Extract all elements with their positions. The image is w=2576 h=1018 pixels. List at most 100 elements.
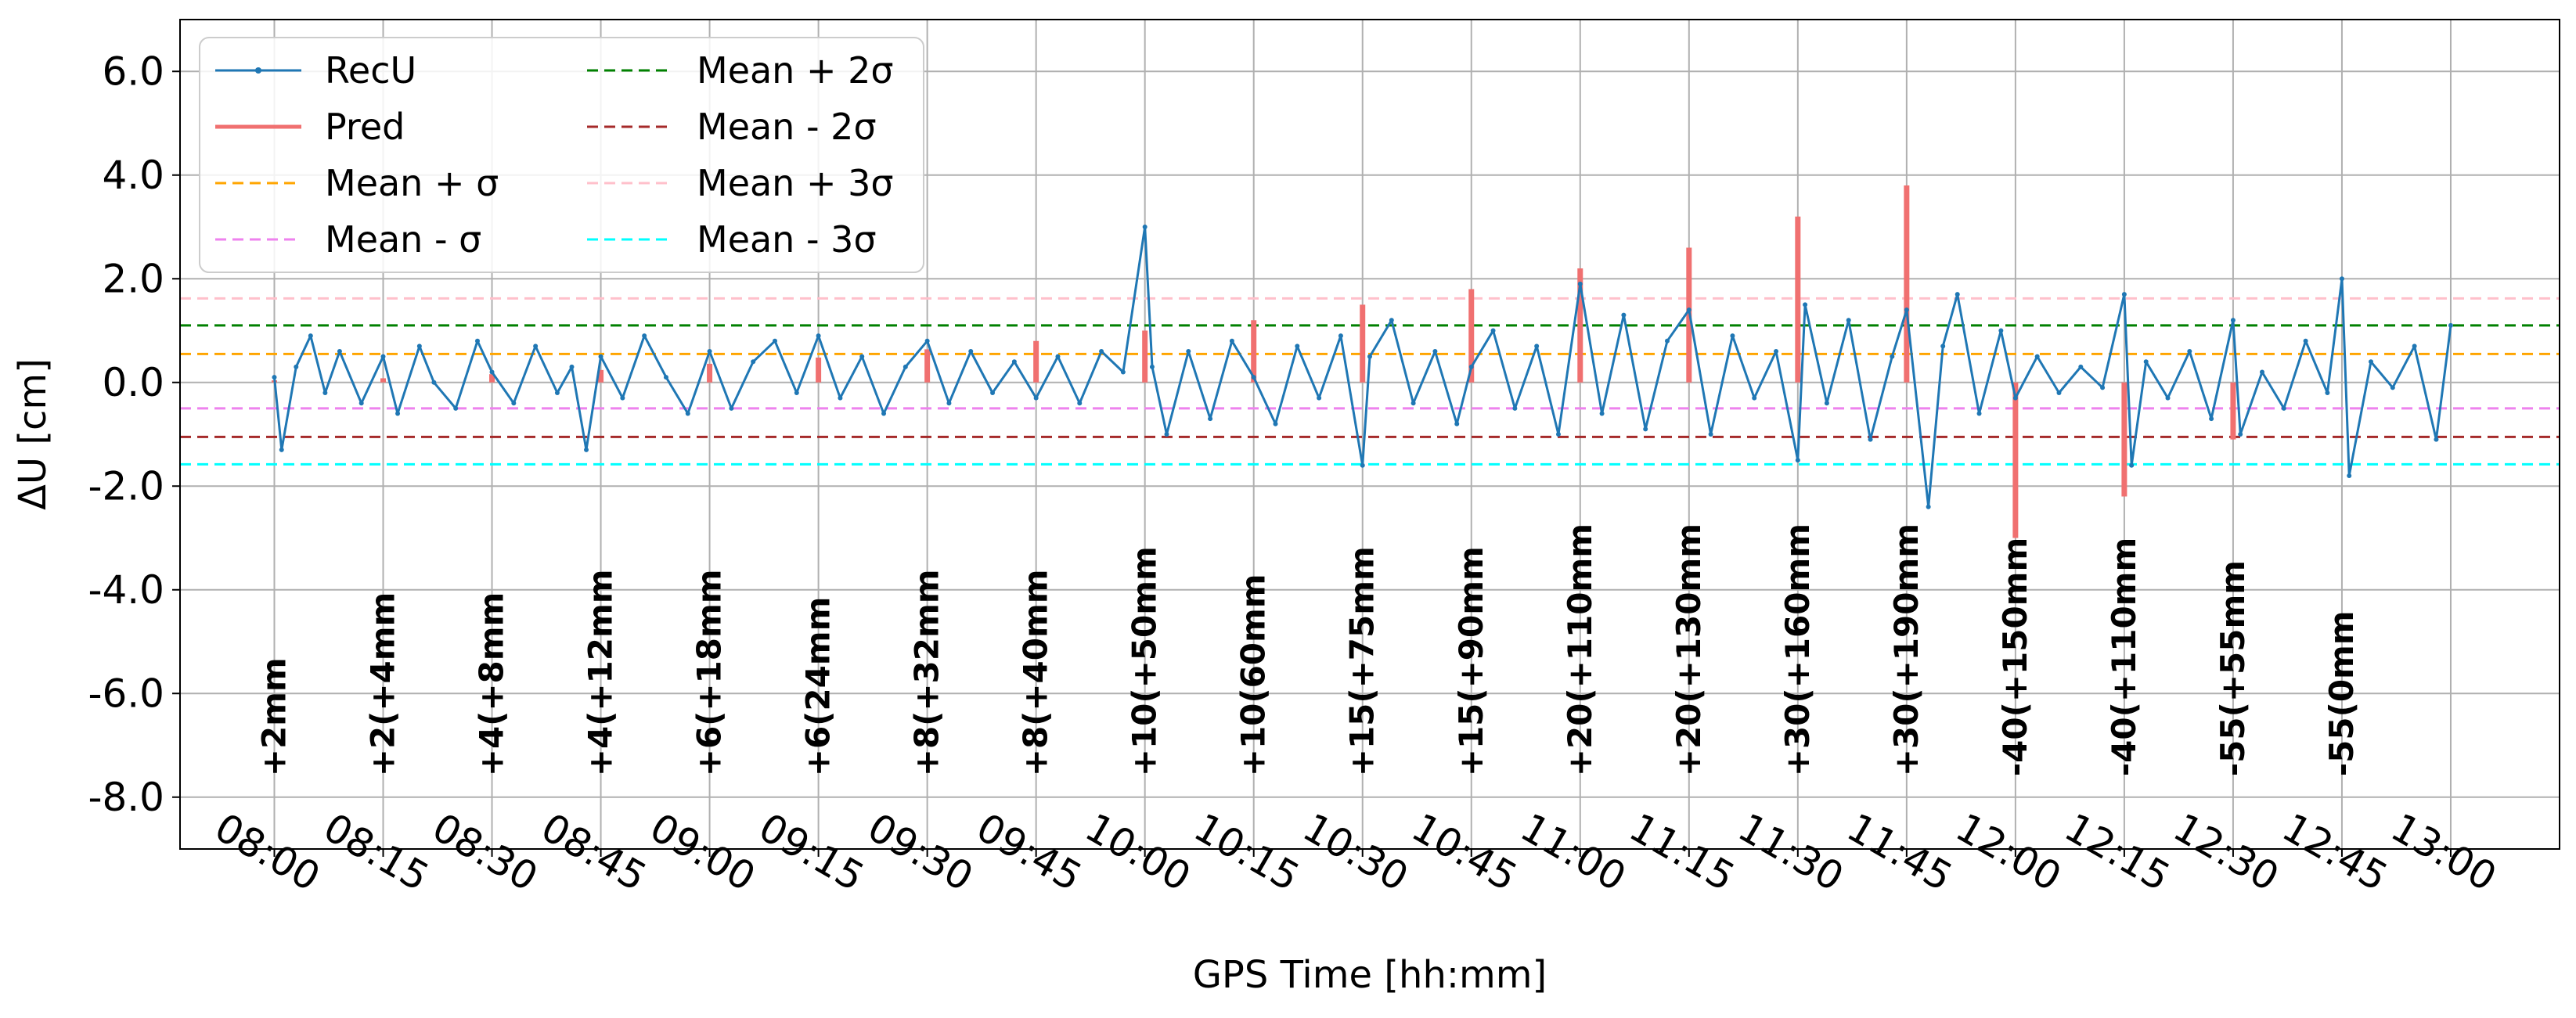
recu-point: [1752, 396, 1756, 401]
recu-point: [2260, 370, 2264, 375]
annotation-label: +4(+12mm: [582, 569, 620, 776]
recu-point: [859, 354, 864, 359]
legend-label: Mean + 3σ: [697, 162, 894, 204]
recu-point: [569, 365, 574, 369]
recu-point: [2347, 473, 2351, 478]
legend-label: Mean - 2σ: [697, 106, 877, 148]
recu-point: [2369, 359, 2373, 364]
recu-point: [2144, 359, 2149, 364]
recu-point: [664, 375, 668, 380]
recu-point: [1643, 426, 1648, 431]
recu-point: [1774, 349, 1778, 354]
annotation-label: +15(+75mm: [1343, 546, 1382, 776]
recu-point: [2325, 390, 2329, 395]
recu-point: [2129, 463, 2134, 468]
annotation-label: +20(+110mm: [1561, 523, 1599, 776]
y-tick-label: 4.0: [102, 153, 164, 198]
recu-point: [2166, 396, 2171, 401]
annotation-label: +8(+32mm: [908, 569, 946, 776]
recu-point: [1998, 329, 2003, 333]
recu-point: [2434, 437, 2438, 442]
recu-point: [1730, 333, 1735, 338]
legend-label: Mean + 2σ: [697, 49, 894, 92]
recu-point: [599, 354, 603, 359]
recu-point: [1534, 344, 1539, 348]
recu-point: [2390, 385, 2395, 390]
recu-point: [1512, 406, 1517, 411]
recu-point: [490, 370, 495, 375]
recu-point: [1868, 437, 1873, 442]
legend-label: Mean - σ: [325, 218, 481, 261]
recu-point: [2056, 390, 2061, 395]
annotation-label: +10(60mm: [1234, 574, 1273, 776]
recu-point: [272, 375, 276, 380]
recu-point: [337, 349, 342, 354]
annotation-label: +4(+8mm: [473, 592, 511, 777]
recu-point: [2013, 396, 2018, 401]
recu-point: [1338, 333, 1343, 338]
annotation-label: +6(+18mm: [690, 569, 729, 776]
recu-point: [1926, 505, 1931, 509]
recu-point: [584, 448, 589, 452]
annotation-label: +6(24mm: [799, 597, 838, 777]
annotation-label: -55(0mm: [2322, 610, 2361, 776]
y-axis-label: ΔU [cm]: [11, 358, 55, 510]
recu-point: [1432, 349, 1437, 354]
recu-point: [294, 365, 298, 369]
recu-point: [1454, 422, 1459, 426]
legend-marker: [255, 67, 261, 74]
legend-label: Mean - 3σ: [697, 218, 877, 261]
recu-point: [1274, 422, 1278, 426]
recu-point: [1796, 458, 1800, 462]
recu-point: [1055, 354, 1060, 359]
recu-point: [2209, 416, 2214, 421]
recu-point: [2282, 406, 2286, 411]
y-tick-label: 0.0: [102, 360, 164, 405]
y-tick-label: -4.0: [88, 567, 164, 613]
recu-point: [2187, 349, 2192, 354]
recu-point: [1578, 282, 1583, 286]
recu-point: [773, 339, 777, 344]
recu-point: [1389, 318, 1394, 322]
recu-point: [1367, 354, 1372, 359]
recu-point: [751, 359, 755, 364]
recu-point: [925, 339, 930, 344]
recu-point: [1295, 344, 1299, 348]
legend-label: Mean + σ: [325, 162, 499, 204]
annotation-label: +30(+190mm: [1887, 523, 1926, 776]
recu-point: [1150, 365, 1155, 369]
legend-label: RecU: [325, 49, 416, 92]
recu-point: [1904, 308, 1909, 312]
recu-point: [2340, 276, 2344, 281]
recu-point: [1099, 349, 1104, 354]
legend: RecU Pred Mean + σ Mean - σ Mean + 2σ Mean - …: [200, 38, 924, 272]
annotation-label: +2(+4mm: [364, 592, 402, 777]
recu-point: [2231, 318, 2236, 322]
recu-point: [990, 390, 995, 395]
legend-label: Pred: [325, 106, 405, 148]
recu-point: [322, 390, 327, 395]
annotation-label: +10(+50mm: [1126, 546, 1164, 776]
recu-point: [1034, 396, 1039, 401]
annotation-label: -40(+110mm: [2105, 538, 2143, 776]
recu-point: [1012, 359, 1017, 364]
recu-point: [946, 401, 951, 405]
recu-point: [1600, 412, 1605, 416]
recu-point: [417, 344, 422, 348]
y-tick-label: -8.0: [88, 775, 164, 820]
recu-point: [838, 396, 842, 401]
recu-point: [1186, 349, 1191, 354]
recu-point: [308, 333, 313, 338]
recu-point: [2122, 292, 2127, 297]
y-tick-label: -6.0: [88, 671, 164, 716]
recu-point: [1208, 416, 1212, 421]
recu-point: [1687, 308, 1692, 312]
recu-point: [816, 333, 821, 338]
recu-point: [1317, 396, 1321, 401]
recu-point: [359, 401, 364, 405]
recu-point: [2100, 385, 2105, 390]
recu-point: [381, 354, 386, 359]
annotation-label: +20(+130mm: [1670, 523, 1708, 776]
annotation-label: +8(+40mm: [1017, 569, 1055, 776]
